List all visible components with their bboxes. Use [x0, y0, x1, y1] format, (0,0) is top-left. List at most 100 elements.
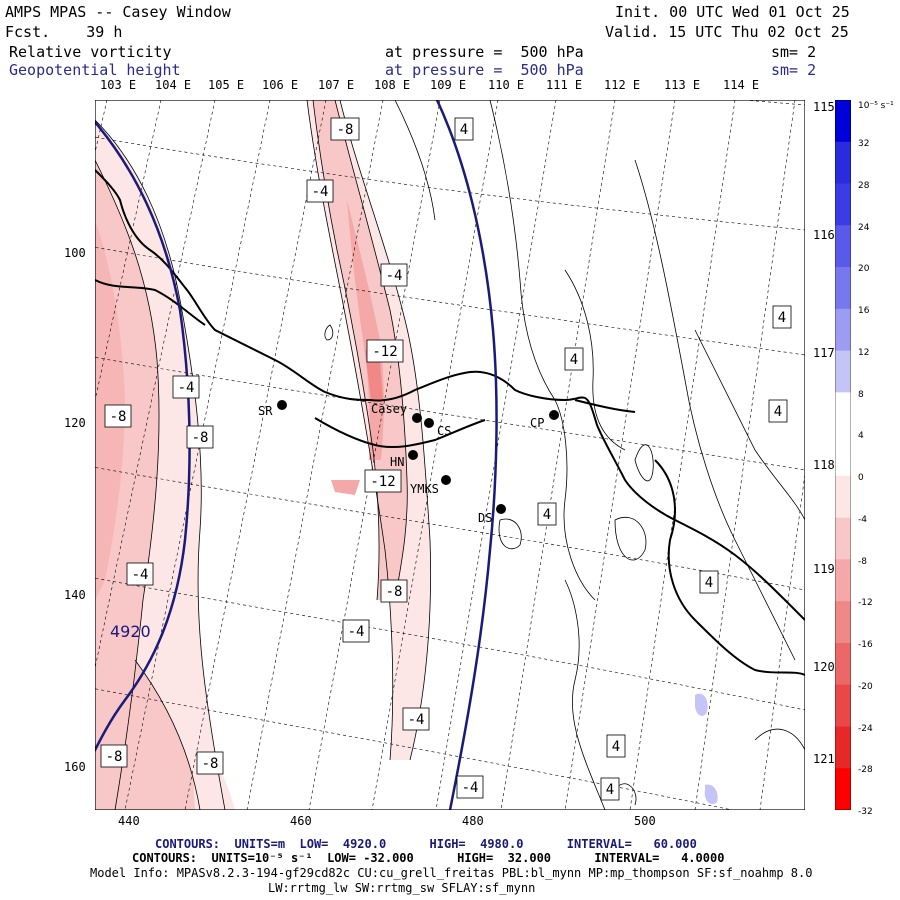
footer-height-contours: CONTOURS: UNITS=m LOW= 4920.0 HIGH= 4980… — [155, 837, 697, 851]
grid-x-label: 440 — [118, 814, 140, 828]
lon-label: 106 E — [262, 78, 299, 92]
colorbar-tick-label: 24 — [858, 222, 870, 233]
field2-name: Geopotential height — [9, 61, 181, 79]
footer-model-info: Model Info: MPASv8.2.3-194-gf29cd82c CU:… — [90, 866, 813, 880]
colorbar-tick-label: 0 — [858, 473, 864, 484]
svg-text:4: 4 — [774, 404, 782, 420]
grid-y-label: 160 — [64, 760, 86, 774]
station-marker-ymks[interactable] — [441, 475, 451, 485]
vorticity-neg-spot — [704, 784, 718, 805]
field1-smoothing: sm= 2 — [771, 43, 817, 61]
geopotential-contours — [95, 100, 498, 810]
station-label-ds: DS — [478, 511, 492, 525]
svg-text:-12: -12 — [372, 344, 397, 360]
stations: SR Casey CS CP HN YMKS DS — [258, 400, 559, 525]
colorbar-swatch — [835, 267, 851, 310]
colorbar-swatch — [835, 768, 851, 810]
station-marker-cs[interactable] — [424, 418, 434, 428]
footer-physics: LW:rrtmg_lw SW:rrtmg_sw SFLAY:sf_mynn — [268, 881, 536, 895]
svg-text:4: 4 — [543, 507, 551, 523]
grid-x-label: 480 — [462, 814, 484, 828]
svg-text:-8: -8 — [192, 430, 209, 446]
svg-text:-8: -8 — [106, 749, 123, 765]
vorticity-labels: -8 -4 -4 -12 -4 -8 -8 -12 -4 -8 -4 -4 -8… — [100, 117, 792, 801]
field2-level: at pressure = 500 hPa — [385, 61, 584, 79]
colorbar-tick-label: 20 — [858, 264, 870, 275]
colorbar-swatch — [835, 601, 851, 644]
station-marker-hn[interactable] — [408, 450, 418, 460]
colorbar-swatch — [835, 100, 851, 143]
svg-text:-4: -4 — [386, 268, 403, 284]
grid-x-label: 460 — [290, 814, 312, 828]
lon-label: 111 E — [546, 78, 583, 92]
station-label-ymks: YMKS — [410, 482, 439, 496]
colorbar-tick-label: 32 — [858, 139, 870, 149]
colorbar-tick-label: 8 — [858, 389, 864, 400]
station-marker-casey[interactable] — [412, 413, 422, 423]
lon-label: 107 E — [318, 78, 355, 92]
footer-vorticity-contours: CONTOURS: UNITS=10⁻⁵ s⁻¹ LOW= -32.000 HI… — [132, 851, 725, 865]
colorbar-tick-label: -4 — [858, 514, 867, 525]
colorbar-tick-label: -16 — [858, 640, 873, 651]
svg-text:-4: -4 — [462, 780, 479, 796]
svg-text:4: 4 — [460, 122, 468, 138]
svg-text:-4: -4 — [132, 567, 149, 583]
colorbar-swatch — [835, 141, 851, 185]
colorbar-swatch — [835, 434, 851, 477]
lon-label: 104 E — [155, 78, 192, 92]
svg-text:-8: -8 — [337, 122, 354, 138]
station-marker-sr[interactable] — [277, 400, 287, 410]
station-marker-ds[interactable] — [496, 504, 506, 514]
svg-text:-4: -4 — [178, 380, 195, 396]
colorbar-tick-label: -24 — [858, 723, 873, 734]
svg-text:-8: -8 — [110, 409, 127, 425]
svg-text:-4: -4 — [348, 624, 365, 640]
lon-label: 110 E — [488, 78, 525, 92]
station-label-cs: CS — [437, 424, 451, 438]
svg-text:4: 4 — [606, 782, 614, 798]
grid-y-label: 100 — [64, 246, 86, 260]
station-label-cp: CP — [530, 416, 544, 430]
colorbar-swatch — [835, 225, 851, 268]
colorbar-swatch — [835, 684, 851, 727]
forecast-hour: Fcst. 39 h — [5, 23, 123, 41]
svg-text:-8: -8 — [386, 584, 403, 600]
height-contour-label: 4920 — [110, 622, 151, 641]
colorbar-unit: 10⁻⁵ s⁻¹ — [858, 101, 894, 111]
svg-text:-8: -8 — [202, 756, 219, 772]
field1-name: Relative vorticity — [9, 43, 172, 61]
lon-label: 103 E — [100, 78, 137, 92]
grid-x-label: 500 — [634, 814, 656, 828]
colorbar-tick-label: -32 — [858, 807, 873, 818]
map-panel: -8 -4 -4 -12 -4 -8 -8 -12 -4 -8 -4 -4 -8… — [95, 100, 805, 810]
svg-text:4: 4 — [705, 575, 713, 591]
vorticity-neg-spot — [695, 693, 708, 716]
svg-text:4: 4 — [570, 352, 578, 368]
colorbar-tick-label: 4 — [858, 431, 864, 442]
colorbar-swatch — [835, 350, 851, 393]
valid-time: Valid. 15 UTC Thu 02 Oct 25 — [605, 23, 849, 41]
station-label-casey: Casey — [371, 402, 407, 416]
station-label-hn: HN — [390, 455, 404, 469]
lon-label: 109 E — [430, 78, 467, 92]
svg-text:4: 4 — [612, 739, 620, 755]
vorticity-contours — [95, 100, 805, 810]
field2-smoothing: sm= 2 — [771, 61, 817, 79]
colorbar-swatch — [835, 517, 851, 560]
colorbar-swatch — [835, 559, 851, 602]
svg-text:-4: -4 — [408, 712, 425, 728]
colorbar-swatch — [835, 308, 851, 352]
colorbar-tick-label: 28 — [858, 180, 870, 191]
colorbar-swatch — [835, 642, 851, 686]
init-time: Init. 00 UTC Wed 01 Oct 25 — [615, 3, 850, 21]
colorbar-swatch — [835, 475, 851, 519]
colorbar-swatch — [835, 726, 851, 769]
station-marker-cp[interactable] — [549, 410, 559, 420]
grid-y-label: 120 — [64, 416, 86, 430]
model-title: AMPS MPAS -- Casey Window — [5, 3, 231, 21]
vorticity-colorbar — [835, 100, 851, 810]
svg-text:4: 4 — [778, 310, 786, 326]
vorticity-shading-west — [95, 120, 235, 810]
coastline — [95, 169, 805, 676]
colorbar-tick-label: -20 — [858, 681, 873, 692]
